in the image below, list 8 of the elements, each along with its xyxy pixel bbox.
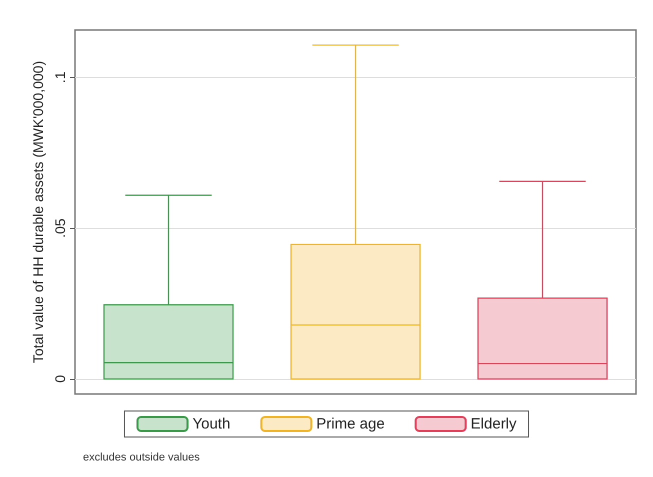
y-axis-title: Total value of HH durable assets (MWK'000,000) — [30, 60, 46, 364]
legend-label: Youth — [192, 416, 230, 432]
text: excludes outside values — [83, 452, 200, 464]
y-tick-label: 0 — [52, 374, 68, 383]
legend-label: Prime age — [316, 416, 385, 432]
y-tick-label: .05 — [52, 218, 68, 238]
legend-label: Elderly — [470, 416, 518, 432]
y-tick-label: .1 — [52, 71, 68, 84]
